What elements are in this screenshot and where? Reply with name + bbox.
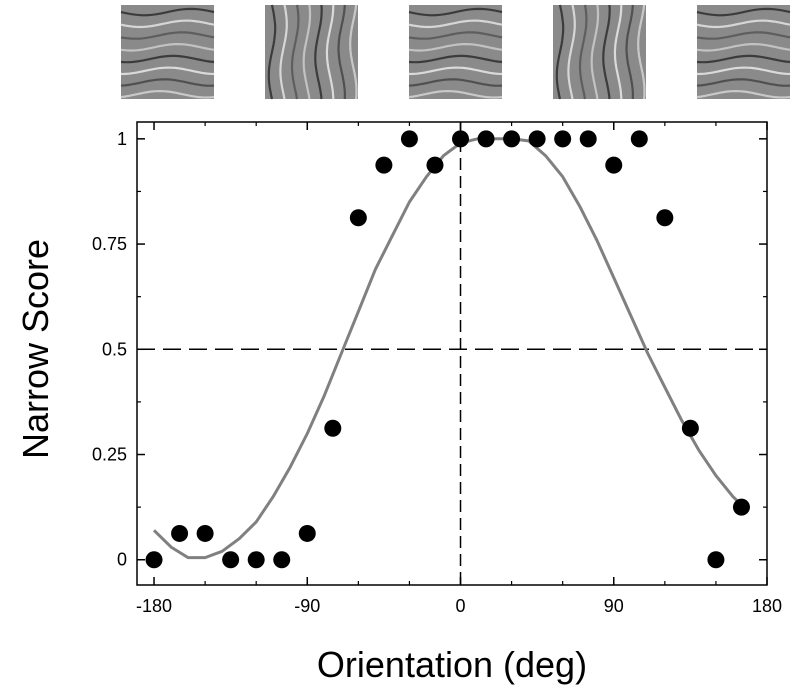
data-point xyxy=(196,524,214,542)
data-point xyxy=(732,498,750,516)
data-point xyxy=(349,209,367,227)
stimulus-stroke xyxy=(408,66,503,76)
data-point xyxy=(145,551,163,569)
y-axis-title: Narrow Score xyxy=(15,239,56,459)
data-point xyxy=(452,130,470,148)
y-tick-label: 0.75 xyxy=(92,234,127,254)
stimulus-stroke xyxy=(267,4,277,100)
stimulus-stroke xyxy=(290,4,300,100)
data-point xyxy=(298,524,316,542)
stimulus-stroke xyxy=(120,43,215,52)
stimulus-stroke xyxy=(696,19,791,29)
stimulus-stroke xyxy=(120,54,215,64)
data-point xyxy=(528,130,546,148)
reference-lines xyxy=(137,122,767,585)
stimulus-stroke xyxy=(590,4,600,100)
stimulus-stroke xyxy=(696,7,791,17)
stimulus-stroke xyxy=(696,43,791,52)
stimulus-stroke xyxy=(696,78,790,87)
data-points xyxy=(145,130,750,569)
stimulus-stroke xyxy=(120,66,215,76)
x-tick-label: -90 xyxy=(294,596,320,616)
data-point xyxy=(400,130,418,148)
stimulus-stroke xyxy=(337,4,347,100)
stimulus-stroke xyxy=(578,4,588,100)
data-point xyxy=(554,130,572,148)
stimulus-stroke xyxy=(279,4,288,100)
data-point xyxy=(324,419,342,437)
y-tick-label: 0.5 xyxy=(102,339,127,359)
stimulus-stroke xyxy=(408,31,503,40)
stimulus-stroke xyxy=(408,7,503,17)
y-tick-label: 0 xyxy=(117,550,127,570)
fit-curve xyxy=(152,137,743,560)
y-tick-label: 0.25 xyxy=(92,445,127,465)
data-point xyxy=(273,551,291,569)
data-point xyxy=(605,156,623,174)
data-point xyxy=(579,130,597,148)
stimulus-stroke xyxy=(408,54,503,64)
fit-curve-path xyxy=(152,137,743,560)
data-point xyxy=(503,130,521,148)
stimulus-stroke xyxy=(408,43,503,52)
stimulus-image xyxy=(553,4,646,100)
stimulus-image xyxy=(696,5,791,99)
stimulus-stroke xyxy=(302,4,312,100)
stimulus-stroke xyxy=(314,4,323,100)
data-point xyxy=(707,551,725,569)
data-point xyxy=(426,156,444,174)
stimulus-stroke xyxy=(120,19,215,29)
x-tick-label: 0 xyxy=(456,596,466,616)
data-point xyxy=(247,551,265,569)
plot-frame xyxy=(136,121,768,586)
stimulus-stroke xyxy=(408,89,503,99)
stimulus-stroke xyxy=(696,31,791,40)
plot-area xyxy=(136,121,768,586)
stimulus-stroke xyxy=(120,89,215,99)
x-tick-label: -180 xyxy=(136,596,172,616)
data-point xyxy=(630,130,648,148)
stimulus-stroke xyxy=(120,7,215,17)
stimulus-stroke xyxy=(120,78,214,87)
data-point xyxy=(477,130,495,148)
stimulus-image xyxy=(265,4,358,100)
data-point xyxy=(222,551,240,569)
x-tick-label: 180 xyxy=(752,596,782,616)
x-tick-label: 90 xyxy=(604,596,624,616)
y-tick-label: 1 xyxy=(117,129,127,149)
stimulus-stroke xyxy=(696,89,791,99)
stimulus-stroke xyxy=(555,4,565,100)
stimulus-stroke xyxy=(567,4,576,100)
stimulus-stroke xyxy=(349,4,358,100)
stimulus-images xyxy=(120,4,791,100)
stimulus-stroke xyxy=(613,4,623,100)
stimulus-stroke xyxy=(696,66,791,76)
data-point xyxy=(681,419,699,437)
stimulus-image xyxy=(408,5,503,99)
data-point xyxy=(375,156,393,174)
stimulus-stroke xyxy=(696,54,791,64)
stimulus-stroke xyxy=(625,4,635,100)
x-axis-title: Orientation (deg) xyxy=(317,644,587,685)
stimulus-stroke xyxy=(602,4,611,100)
stimulus-stroke xyxy=(408,78,502,87)
stimulus-stroke xyxy=(120,31,215,40)
stimulus-stroke xyxy=(325,4,335,100)
stimulus-stroke xyxy=(408,19,503,29)
data-point xyxy=(656,209,674,227)
data-point xyxy=(171,524,189,542)
stimulus-image xyxy=(120,5,215,99)
stimulus-stroke xyxy=(637,4,646,100)
axis-ticks: -180 -90 0 90 180 0 0.25 0.5 0.75 1 xyxy=(92,122,782,616)
